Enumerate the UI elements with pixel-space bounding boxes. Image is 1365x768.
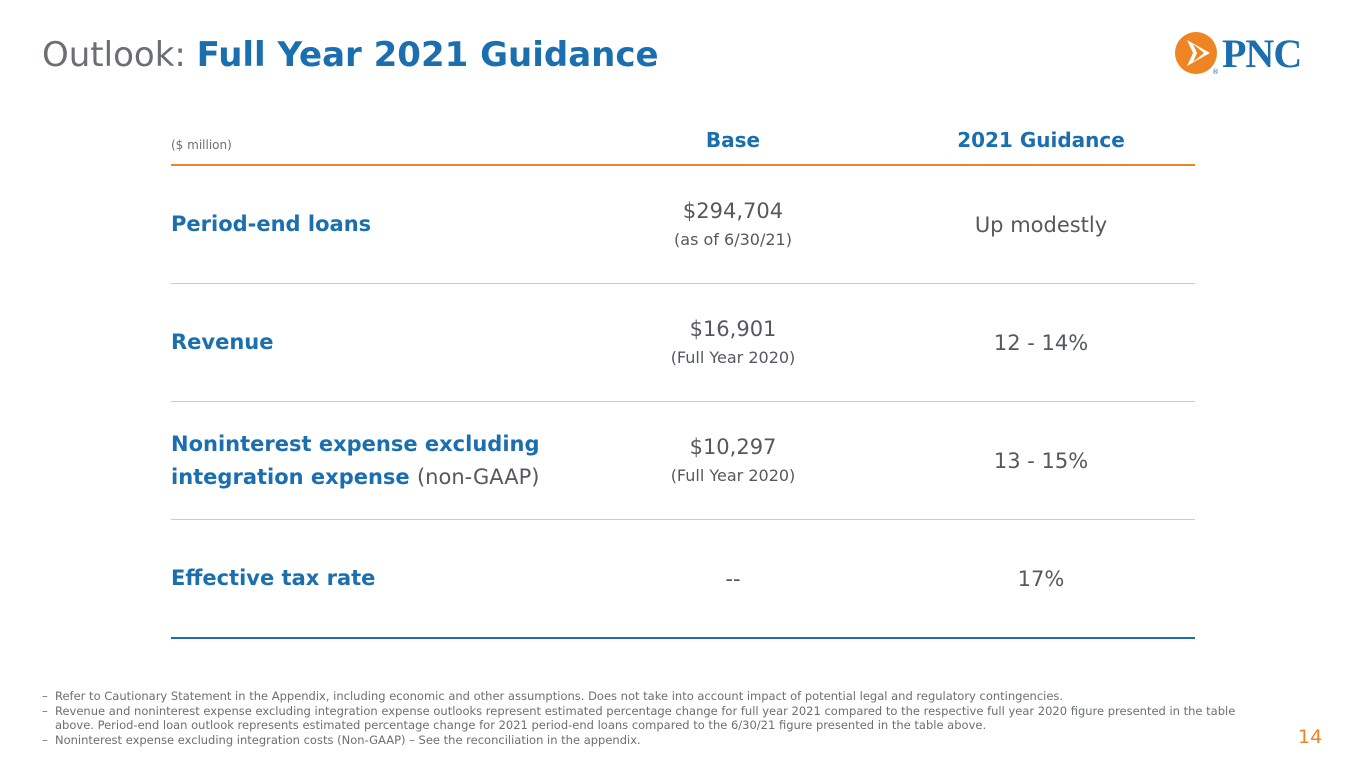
row-label-text: Effective tax rate [171, 566, 376, 590]
table-row: Period-end loans $294,704 (as of 6/30/21… [171, 166, 1195, 284]
pnc-logo: PNC ® [1174, 30, 1330, 78]
footnote: – Noninterest expense excluding integrat… [42, 733, 1262, 748]
footnote: – Refer to Cautionary Statement in the A… [42, 689, 1262, 704]
footnotes: – Refer to Cautionary Statement in the A… [42, 689, 1262, 747]
non-gaap-note: (non-GAAP) [416, 464, 540, 489]
footnote-dash: – [42, 689, 48, 703]
footnote-dash: – [42, 732, 48, 747]
page-number: 14 [1298, 726, 1323, 748]
page-title-main: Full Year 2021 Guidance [196, 35, 659, 75]
header-base: Base [705, 128, 761, 152]
header-guidance: 2021 Guidance [957, 128, 1125, 152]
guidance-table: ($ million) Base 2021 Guidance Period-en… [171, 120, 1195, 639]
row-label: Period-end loans [171, 166, 591, 283]
row-base: $16,901 (Full Year 2020) [633, 284, 833, 401]
table-row: Noninterest expense excluding integratio… [171, 402, 1195, 520]
table-row: Revenue $16,901 (Full Year 2020) 12 - 14… [171, 284, 1195, 402]
row-label: Revenue [171, 284, 591, 401]
row-base: -- [633, 520, 833, 637]
footnote-text: Noninterest expense excluding integratio… [55, 732, 641, 747]
page-title-prefix: Outlook: [42, 35, 186, 75]
footnote-text: Revenue and noninterest expense excludin… [55, 703, 1236, 733]
row-guidance: 12 - 14% [993, 330, 1089, 355]
footnote: – Revenue and noninterest expense exclud… [42, 704, 1262, 733]
row-label-text: Revenue [171, 330, 274, 354]
table-header: ($ million) Base 2021 Guidance [171, 120, 1195, 166]
row-label-text: Noninterest expense excluding [171, 431, 540, 456]
base-value: $10,297 [689, 434, 777, 459]
row-base: $10,297 (Full Year 2020) [633, 402, 833, 519]
unit-label: ($ million) [171, 138, 232, 152]
table-row: Effective tax rate -- 17% [171, 520, 1195, 639]
row-base: $294,704 (as of 6/30/21) [633, 166, 833, 283]
row-guidance: 13 - 15% [993, 448, 1089, 473]
row-label: Effective tax rate [171, 520, 591, 637]
footnote-dash: – [42, 703, 48, 718]
row-guidance: 17% [1017, 566, 1065, 591]
pnc-wordmark: PNC [1222, 31, 1302, 76]
base-value: -- [725, 566, 741, 591]
registered-mark: ® [1212, 68, 1219, 76]
row-label-text: Period-end loans [171, 212, 372, 236]
base-value: $294,704 [682, 198, 784, 223]
base-sub: (Full Year 2020) [670, 347, 796, 367]
pnc-logo-icon [1175, 32, 1217, 74]
row-label-line2: integration expense (non-GAAP) [171, 461, 591, 494]
row-guidance: Up modestly [974, 212, 1108, 237]
footnote-text: Refer to Cautionary Statement in the App… [55, 689, 1064, 703]
base-value: $16,901 [689, 316, 777, 341]
row-label-text-2: integration expense [171, 464, 410, 489]
base-sub: (Full Year 2020) [670, 465, 796, 485]
base-sub: (as of 6/30/21) [674, 229, 792, 249]
row-label: Noninterest expense excluding integratio… [171, 402, 591, 519]
page-title: Outlook: Full Year 2021 Guidance [42, 32, 659, 78]
